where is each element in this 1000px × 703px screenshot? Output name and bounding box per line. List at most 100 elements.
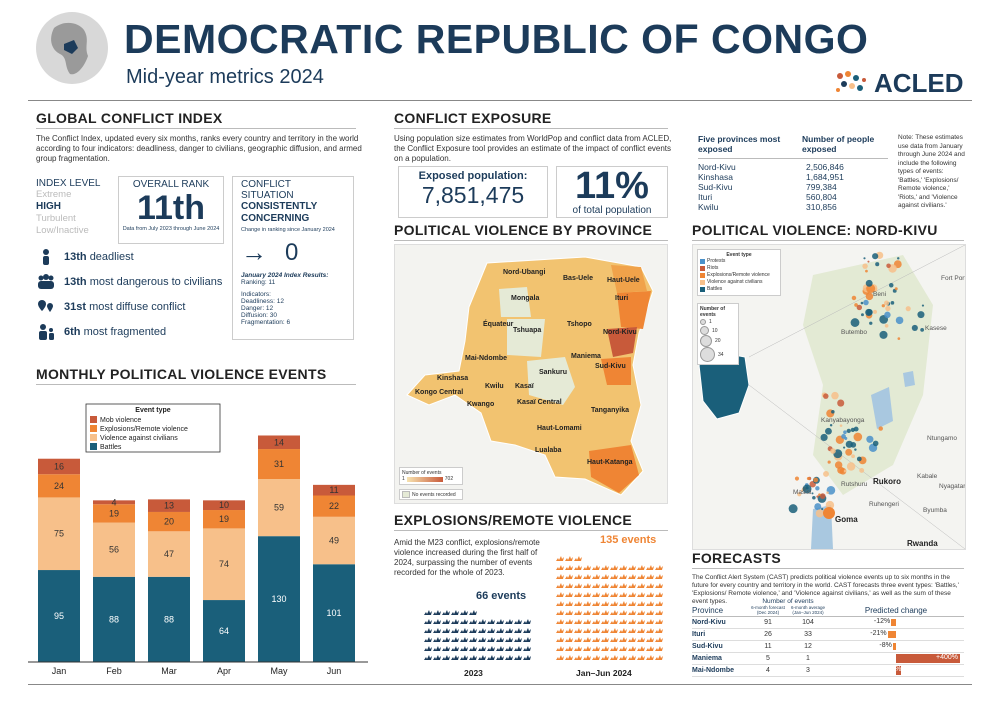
nk-legend-item: Violence against civilians (700, 279, 778, 286)
event-dot (844, 436, 848, 440)
exposure-province: Kwilu (698, 202, 719, 212)
explosion-2023-icon (424, 610, 432, 615)
bar-mar-mob-violence (148, 499, 190, 512)
exposure-value: 1,684,951 (806, 172, 844, 182)
exposure-province: Nord-Kivu (698, 162, 736, 172)
event-dot (818, 493, 821, 496)
explosion-2024-icon (583, 655, 591, 660)
event-dot (861, 313, 864, 317)
event-dot (862, 263, 868, 269)
explosion-2024-icon (637, 601, 645, 606)
explosion-2023-icon (442, 619, 450, 624)
explosion-2023-icon (451, 637, 459, 642)
event-dot (894, 287, 898, 291)
nk-size-label: 1 (709, 319, 712, 325)
situation-note: Change in ranking since January 2024 (241, 227, 335, 233)
event-dot (881, 304, 885, 308)
nk-legend-item: Battles (700, 286, 778, 293)
province-label: Mai-Ndombe (465, 355, 507, 362)
event-dot (837, 399, 845, 407)
indicators-title: Indicators: (241, 291, 271, 298)
gci-item-diffusion: 31st most diffuse conflict (36, 294, 226, 319)
explosion-2024-icon (619, 619, 627, 624)
bar-apr-mob-violence (203, 500, 245, 511)
explosion-2024-icon (574, 610, 582, 615)
explosion-2023-icon (505, 628, 513, 633)
event-dot (797, 492, 802, 497)
explosion-2023-icon (460, 619, 468, 624)
ind-fragmentation: Fragmentation: 6 (241, 319, 291, 326)
explosion-2024-icon (601, 619, 609, 624)
exposure-value: 310,856 (806, 202, 837, 212)
exposed-population-box: Exposed population: 7,851,475 (398, 166, 548, 218)
province-legend-min: 1 (402, 476, 405, 482)
explosion-2024-icon (565, 655, 573, 660)
place-label: Beni (873, 291, 887, 298)
col-province: Province (692, 606, 724, 615)
explosion-2024-icon (583, 565, 591, 570)
gci-description: The Conflict Index, updated every six mo… (36, 134, 362, 163)
province-label: Haut-Lomami (537, 425, 582, 432)
rank-diffusion: 31st (64, 300, 87, 313)
acled-logo: ACLED (832, 66, 966, 98)
bar-value-label: 64 (219, 626, 229, 636)
event-dot (859, 467, 865, 473)
explosion-2024-icon (565, 646, 573, 651)
explosion-2023-icon (487, 655, 495, 660)
legend-label: Mob violence (100, 417, 141, 424)
explosion-2024-icon (565, 556, 573, 561)
exposure-row: Nord-Kivu 2,506,846 (698, 162, 888, 172)
bar-value-label: 88 (164, 614, 174, 624)
map-pins-icon (38, 299, 53, 312)
explosion-2024-icon (655, 655, 663, 660)
place-label: Fort Portal (941, 275, 965, 282)
bar-value-label: 19 (219, 514, 229, 524)
explosion-2024-icon (583, 610, 591, 615)
province-label: Équateur (483, 321, 514, 328)
bar-value-label: 11 (329, 485, 338, 495)
explosion-2024-icon (601, 565, 609, 570)
exposure-heading: CONFLICT EXPOSURE (394, 110, 552, 126)
level-high: HIGH (36, 201, 61, 212)
event-dot (897, 337, 901, 340)
province-map: Nord-Ubangi Bas-Uele Haut-Uele Mongala Ituri… (394, 244, 668, 504)
province-label: Lualaba (535, 447, 562, 454)
forecast-row: Mai-Ndombe 4 3 +33% (692, 665, 964, 677)
exposure-value: 2,506,846 (806, 162, 844, 172)
situation-value: CONSISTENTLY CONCERNING (241, 201, 318, 224)
bar-value-label: 101 (326, 608, 341, 618)
exposure-pct-box: 11% of total population (556, 166, 668, 218)
explosion-2024-icon (628, 637, 636, 642)
province-label: Maniema (571, 353, 601, 360)
inset-frame-shape (748, 245, 965, 549)
event-dot (816, 495, 819, 498)
explosion-2024-icon (628, 619, 636, 624)
legend-swatch (90, 443, 97, 450)
explosion-2023-icon (469, 637, 477, 642)
nk-legend-item: Protests (700, 258, 778, 265)
explosion-2023-icon (523, 628, 531, 633)
explosion-2023-icon (487, 619, 495, 624)
event-dot (815, 486, 820, 491)
legend-swatch (90, 434, 97, 441)
forecast-value: 5 (766, 655, 770, 662)
overall-rank-box: OVERALL RANK 11th Data from July 2023 th… (118, 176, 224, 244)
table-header-people: Number of people exposed (802, 134, 875, 154)
event-dot (878, 426, 883, 431)
explosion-2023-icon (478, 628, 486, 633)
bar-may-explosions-remote-violence (258, 449, 300, 480)
explosion-2023-icon (514, 637, 522, 642)
explosion-2024-icon (574, 655, 582, 660)
explosion-2024-icon (583, 583, 591, 588)
explosion-2024-icon (619, 592, 627, 597)
bar-value-label: 10 (219, 500, 229, 510)
explosion-2024-icon (583, 574, 591, 579)
explosion-2024-icon (556, 592, 564, 597)
explosion-2024-icon (637, 628, 645, 633)
explosion-2024-icon (556, 628, 564, 633)
explosion-2023-icon (523, 619, 531, 624)
bar-jan-mob-violence (38, 458, 80, 475)
explosion-2024-icon (655, 592, 663, 597)
haut-uele-zone (611, 265, 647, 293)
event-dot (846, 428, 851, 434)
